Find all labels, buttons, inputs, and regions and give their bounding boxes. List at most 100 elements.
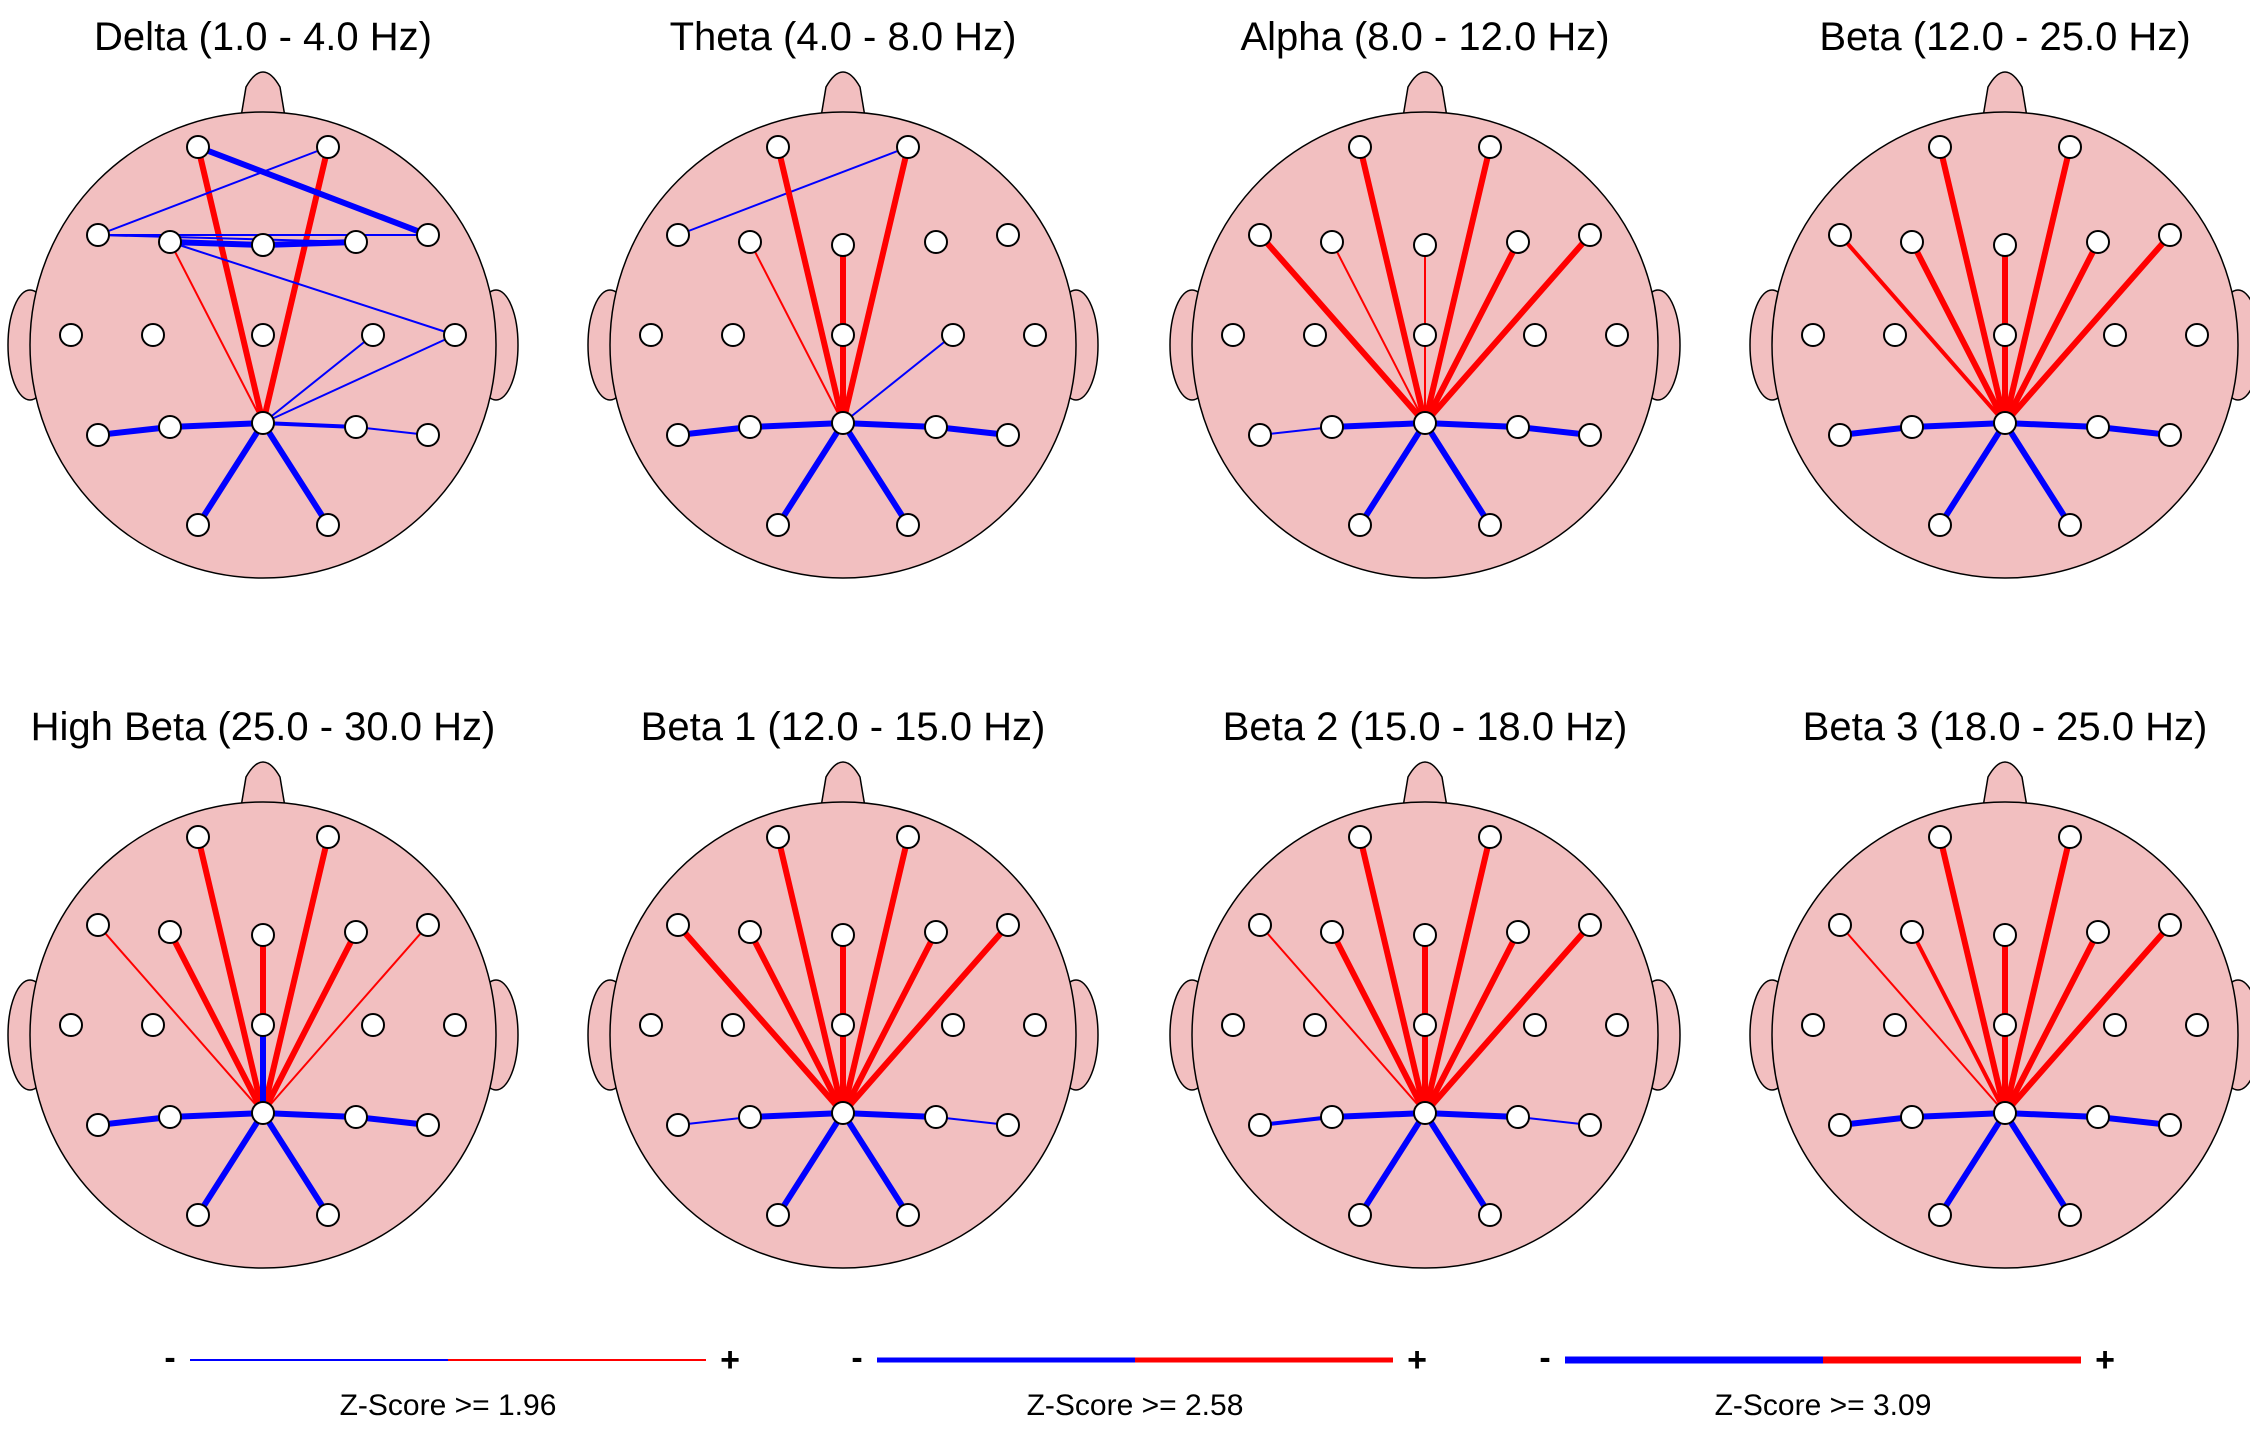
electrode-T6 xyxy=(996,1113,1020,1137)
electrode-T4 xyxy=(1023,323,1047,347)
electrode-P4 xyxy=(1506,415,1530,439)
electrode-C4 xyxy=(941,323,965,347)
connection-line-Pz-P4 xyxy=(260,1110,359,1120)
electrode-Cz xyxy=(831,1013,855,1037)
nose-shape xyxy=(1402,761,1448,808)
electrode-F3 xyxy=(738,920,762,944)
connection-line-FP2-F7 xyxy=(97,146,329,236)
electrode-F4 xyxy=(2086,230,2110,254)
connection-line-P4-T6 xyxy=(935,1116,1009,1126)
electrode-Cz xyxy=(1993,1013,2017,1037)
connection-line-F3-Pz xyxy=(167,929,266,1116)
electrode-P4 xyxy=(2086,1105,2110,1129)
electrode-F7 xyxy=(666,223,690,247)
electrode-O2 xyxy=(896,513,920,537)
electrode-C3 xyxy=(721,323,745,347)
electrode-FP1 xyxy=(766,825,790,849)
head-panel: Beta 1 (12.0 - 15.0 Hz) xyxy=(587,705,1099,1269)
electrode-O2 xyxy=(896,1203,920,1227)
electrode-FP2 xyxy=(316,825,340,849)
connection-line-Pz-O1 xyxy=(1937,420,2008,528)
connection-line-Pz-O1 xyxy=(1937,1110,2008,1218)
connection-line-FP2-Pz xyxy=(840,144,911,426)
electrode-T4 xyxy=(1023,1013,1047,1037)
legend-minus: - xyxy=(164,1339,175,1377)
electrode-T4 xyxy=(1605,1013,1629,1037)
electrode-F8 xyxy=(2158,223,2182,247)
connection-line-Pz-O1 xyxy=(195,1110,266,1218)
electrode-FP1 xyxy=(1928,135,1952,159)
connection-line-Pz-O2 xyxy=(2002,420,2073,528)
electrode-Fz xyxy=(831,923,855,947)
connection-line-F3-Fz xyxy=(167,239,266,248)
electrode-T3 xyxy=(1801,323,1825,347)
connection-line-T5-P3 xyxy=(675,424,753,438)
connection-line-Pz-O2 xyxy=(840,1110,911,1218)
legend-plus: + xyxy=(1407,1341,1427,1379)
electrode-F3 xyxy=(158,920,182,944)
electrode-F4 xyxy=(1506,230,1530,254)
electrode-Fz xyxy=(1993,923,2017,947)
electrode-F8 xyxy=(416,913,440,937)
electrode-T3 xyxy=(639,1013,663,1037)
electrode-F7 xyxy=(1248,913,1272,937)
connection-line-Pz-O2 xyxy=(260,420,331,528)
electrode-C4 xyxy=(1523,323,1547,347)
electrode-P3 xyxy=(738,415,762,439)
electrode-T5 xyxy=(666,423,690,447)
electrode-T4 xyxy=(443,323,467,347)
connection-line-F8-Pz xyxy=(840,922,1011,1116)
electrode-T6 xyxy=(416,1113,440,1137)
legend-label: Z-Score >= 2.58 xyxy=(1027,1389,1244,1422)
electrode-C3 xyxy=(721,1013,745,1037)
electrode-P3 xyxy=(738,1105,762,1129)
connection-line-F7-Pz xyxy=(1838,233,2007,425)
connection-line-FP2-Pz xyxy=(840,834,911,1116)
legend-plus: + xyxy=(720,1341,740,1379)
electrode-FP2 xyxy=(316,135,340,159)
connection-line-P3-Pz xyxy=(1329,420,1428,430)
electrode-C3 xyxy=(141,1013,165,1037)
connection-line-P3-Pz xyxy=(1909,420,2008,430)
electrode-T4 xyxy=(2185,1013,2209,1037)
electrode-C3 xyxy=(1883,1013,1907,1037)
panel-title: Beta 3 (18.0 - 25.0 Hz) xyxy=(1803,705,2208,749)
connection-line-F4-Pz xyxy=(1422,929,1521,1116)
connection-line-FP1-Pz xyxy=(195,834,266,1116)
connection-line-Pz-O2 xyxy=(1422,1110,1493,1218)
connection-line-Pz-O1 xyxy=(775,1110,846,1218)
electrode-F8 xyxy=(996,913,1020,937)
connection-line-Pz-O1 xyxy=(1357,1110,1428,1218)
electrode-T4 xyxy=(2185,323,2209,347)
head-panel: Delta (1.0 - 4.0 Hz) xyxy=(7,15,519,579)
electrode-Fz xyxy=(831,233,855,257)
connection-line-Fz-F4 xyxy=(260,239,359,248)
electrode-C3 xyxy=(141,323,165,347)
connection-line-P4-T6 xyxy=(1515,424,1593,438)
connection-line-P4-T6 xyxy=(2095,1114,2173,1128)
legend-minus: - xyxy=(851,1339,862,1377)
electrode-FP2 xyxy=(1478,135,1502,159)
nose-shape xyxy=(1982,761,2028,808)
connection-line-T5-P3 xyxy=(677,1116,751,1126)
electrode-C4 xyxy=(941,1013,965,1037)
electrode-Pz xyxy=(831,1101,855,1125)
electrode-Pz xyxy=(1413,1101,1437,1125)
connection-line-Pz-P4 xyxy=(840,420,939,430)
electrode-F7 xyxy=(86,913,110,937)
connection-line-F4-Pz xyxy=(2002,929,2101,1116)
electrode-P3 xyxy=(158,1105,182,1129)
head-panel: High Beta (25.0 - 30.0 Hz) xyxy=(7,705,519,1269)
electrode-P3 xyxy=(158,415,182,439)
electrode-P4 xyxy=(1506,1105,1530,1129)
electrode-T4 xyxy=(443,1013,467,1037)
connection-line-FP1-Pz xyxy=(1357,144,1428,426)
connection-line-Pz-P4 xyxy=(261,421,358,429)
connection-line-F3-Pz xyxy=(169,241,264,424)
electrode-P4 xyxy=(344,415,368,439)
electrode-T3 xyxy=(1221,323,1245,347)
connection-line-P3-Pz xyxy=(1909,1110,2008,1120)
connection-line-F3-Pz xyxy=(749,241,844,424)
electrode-F8 xyxy=(416,223,440,247)
